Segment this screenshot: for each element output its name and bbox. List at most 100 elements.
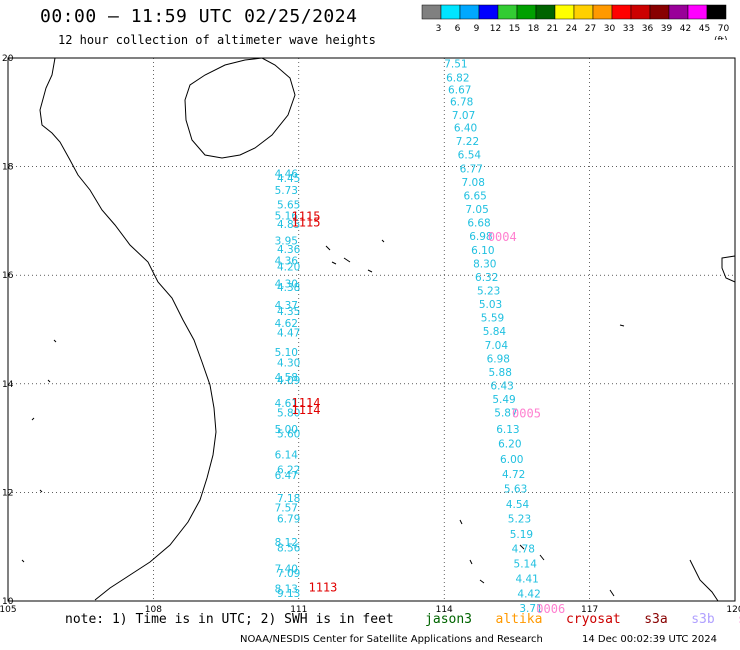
wave-height-value: 4.42 (517, 588, 540, 600)
wave-height-value: 6.54 (458, 150, 482, 162)
page-subtitle: 12 hour collection of altimeter wave hei… (58, 33, 376, 47)
coastline (689, 559, 719, 602)
wave-height-value: 6.67 (448, 85, 471, 97)
wave-height-value: 3.95 (275, 236, 298, 248)
wave-height-value: 7.22 (456, 136, 479, 148)
legend-label: 39 (661, 24, 673, 34)
lon-tick-label: 108 (145, 605, 162, 615)
footer-note: note: 1) Time is in UTC; 2) SWH is in fe… (65, 612, 740, 627)
satellite-altika: altika (472, 612, 543, 627)
wave-height-value: 4.58 (275, 372, 298, 384)
wave-height-value: 4.35 (277, 306, 300, 318)
lon-tick-label: 114 (436, 605, 453, 615)
wave-height-value: 7.04 (485, 340, 509, 352)
wave-height-value: 6.79 (277, 514, 300, 526)
wave-height-value: 4.20 (277, 262, 300, 274)
wave-height-value: 6.00 (500, 454, 523, 466)
wave-height-value: 4.47 (277, 327, 300, 339)
pass-label: 0006 (536, 602, 565, 616)
wave-height-value: 4.37 (275, 300, 298, 312)
coastline (459, 519, 615, 597)
wave-height-value: 5.14 (514, 559, 538, 571)
satellite-s3b: s3b (667, 612, 715, 627)
wave-height-value: 7.09 (277, 568, 300, 580)
wave-height-value: 5.73 (275, 185, 298, 197)
wave-height-value: 7.40 (275, 564, 298, 576)
wave-height-value: 4.09 (277, 375, 300, 387)
wave-height-value: 6.10 (471, 245, 494, 257)
pass-label: 0005 (512, 407, 541, 421)
wave-height-value: 6.65 (463, 190, 486, 202)
pass-label: 1115 (292, 210, 321, 224)
legend-label: 70 (718, 24, 730, 34)
wave-height-value: 8.56 (277, 542, 301, 554)
lon-tick-label: 105 (0, 605, 17, 615)
wave-height-value: 4.41 (515, 573, 538, 585)
coastline (721, 255, 736, 283)
wave-height-value: 6.82 (446, 73, 469, 85)
wave-height-value: 7.57 (275, 503, 298, 515)
lat-tick-label: 18 (2, 163, 14, 173)
wave-height-value: 8.12 (275, 537, 298, 549)
wave-height-value: 7.05 (465, 204, 488, 216)
legend-label: 15 (509, 24, 520, 34)
legend-label: 33 (623, 24, 634, 34)
wave-height-value: 7.08 (462, 177, 485, 189)
legend-label: 30 (604, 24, 616, 34)
pass-label: 1114 (292, 396, 321, 410)
wave-height-value: 5.60 (277, 428, 300, 440)
wave-height-value: 7.51 (444, 59, 467, 71)
satellite-list: jason3 altika cryosat s3a s3b swot (402, 612, 740, 627)
wave-height-value: 5.03 (479, 299, 502, 311)
legend-label: 9 (474, 24, 480, 34)
wave-height-value: 4.38 (277, 282, 300, 294)
map-frame (7, 57, 736, 602)
wave-height-value: 5.88 (489, 367, 512, 379)
wave-height-value: 4.46 (275, 169, 299, 181)
wave-height-value: 4.36 (277, 244, 301, 256)
legend-label: 12 (490, 24, 501, 34)
legend-unit: (ft) (714, 36, 728, 40)
wave-height-value: 4.45 (277, 173, 300, 185)
wave-height-value: 5.65 (277, 200, 300, 212)
satellite-s3a: s3a (620, 612, 668, 627)
legend-label: 18 (528, 24, 540, 34)
satellite-jason3: jason3 (401, 612, 473, 627)
wave-height-value: 4.36 (275, 256, 299, 268)
wave-height-value: 6.14 (275, 449, 299, 461)
lon-tick-label: 120 (726, 605, 740, 615)
wave-height-value: 5.63 (504, 484, 527, 496)
coastline (619, 324, 625, 327)
legend-label: 42 (680, 24, 691, 34)
wave-height-value: 4.62 (275, 318, 298, 330)
generated-timestamp: 14 Dec 00:02:39 UTC 2024 (582, 634, 717, 645)
wave-height-value: 6.77 (460, 163, 483, 175)
pass-label: 1114 (292, 403, 321, 417)
wave-height-value: 4.85 (277, 219, 300, 231)
note-prefix: note: 1) Time is in UTC; 2) SWH is in fe… (65, 612, 394, 627)
lat-tick-label: 20 (2, 54, 14, 64)
wave-height-value: 6.47 (275, 470, 298, 482)
wave-height-value: 7.07 (452, 110, 475, 122)
legend-label: 24 (566, 24, 578, 34)
wave-height-value: 5.16 (275, 211, 299, 223)
lat-tick-label: 10 (2, 597, 14, 607)
coastline (21, 339, 57, 563)
lon-tick-label: 117 (581, 605, 598, 615)
wave-height-value: 5.00 (275, 424, 298, 436)
wave-height-value: 6.13 (496, 424, 519, 436)
wave-height-value: 8.13 (275, 584, 298, 596)
page-title: 00:00 – 11:59 UTC 02/25/2024 (40, 6, 358, 27)
wave-height-value: 6.40 (454, 123, 477, 135)
wave-height-value: 7.18 (277, 493, 300, 505)
wave-height-value: 4.30 (275, 278, 298, 290)
coastline (325, 239, 385, 273)
lat-tick-label: 16 (2, 271, 14, 281)
wave-height-value: 6.22 (277, 465, 300, 477)
wave-height-value: 8.30 (473, 258, 496, 270)
wave-height-value: 6.68 (467, 218, 490, 230)
legend-swatch (706, 4, 727, 20)
wave-height-value: 5.19 (510, 529, 533, 541)
wave-height-value: 5.59 (481, 313, 504, 325)
